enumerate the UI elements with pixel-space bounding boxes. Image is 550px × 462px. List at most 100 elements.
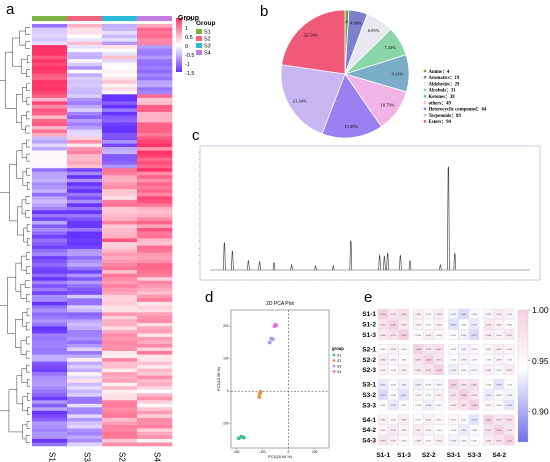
heatmap-cell bbox=[32, 80, 68, 85]
correlation-value: 0.945 bbox=[471, 360, 477, 362]
heatmap-cell bbox=[102, 344, 138, 348]
correlation-value: 1.000 bbox=[507, 440, 513, 442]
heatmap-cell bbox=[137, 73, 173, 78]
heatmap-cell bbox=[137, 431, 173, 436]
heatmap-cell bbox=[137, 235, 173, 239]
correlation-value: 0.940 bbox=[471, 440, 477, 442]
heatmap-cell bbox=[32, 147, 68, 151]
heatmap-cell bbox=[137, 140, 173, 144]
heatmap-cell bbox=[32, 319, 68, 324]
correlation-value: 0.981 bbox=[471, 384, 477, 386]
correlation-value: 0.946 bbox=[380, 349, 386, 351]
correlation-cell bbox=[433, 364, 444, 375]
correlation-cell bbox=[504, 354, 515, 365]
heatmap-cell bbox=[137, 189, 173, 194]
heatmap-cell bbox=[67, 417, 103, 422]
heatmap-cell bbox=[67, 375, 103, 380]
heatmap-cell bbox=[32, 115, 68, 120]
heatmap-cell bbox=[137, 319, 173, 324]
heatmap-cell bbox=[137, 389, 173, 394]
heatmap-cell bbox=[137, 308, 173, 313]
heatmap-cell bbox=[137, 273, 173, 278]
correlation-value: 0.958 bbox=[380, 370, 386, 372]
heatmap-cell bbox=[102, 263, 138, 267]
correlation-value: 1.000 bbox=[415, 349, 421, 351]
scale-bar bbox=[176, 18, 182, 72]
correlation-col-label: S2-2 bbox=[422, 452, 436, 459]
heatmap-cell bbox=[32, 421, 68, 426]
dendrogram-branch bbox=[26, 224, 30, 232]
correlation-row-label: S3-2 bbox=[362, 392, 376, 399]
dendrogram-branch bbox=[19, 30, 26, 46]
correlation-row-label: S2-2 bbox=[362, 357, 376, 364]
correlation-col-label: S1-3 bbox=[397, 452, 411, 459]
correlation-value: 0.950 bbox=[426, 314, 432, 316]
correlation-cell bbox=[469, 308, 480, 319]
correlation-value: 0.950 bbox=[401, 349, 407, 351]
correlation-value: 0.947 bbox=[507, 360, 513, 362]
correlation-cell bbox=[413, 414, 424, 425]
correlation-row-label: S1-3 bbox=[362, 332, 376, 339]
heatmap-cell bbox=[137, 294, 173, 299]
correlation-value: 0.959 bbox=[496, 360, 502, 362]
heatmap-cell bbox=[67, 161, 103, 165]
heatmap-cell bbox=[67, 312, 103, 317]
correlation-value: 0.932 bbox=[461, 430, 467, 432]
correlation-value: 0.977 bbox=[426, 370, 432, 372]
panel-c-chromatogram bbox=[198, 145, 541, 282]
heatmap-cell bbox=[32, 287, 68, 292]
heatmap-cell bbox=[137, 48, 173, 53]
correlation-value: 0.939 bbox=[391, 395, 397, 397]
heatmap-cell bbox=[67, 224, 103, 229]
scale-label: 1 bbox=[185, 26, 188, 32]
heatmap-cell bbox=[102, 164, 138, 169]
dendrogram-branch bbox=[7, 276, 16, 334]
correlation-cell bbox=[493, 389, 504, 400]
heatmap-cell bbox=[32, 52, 68, 56]
correlation-row-label: S2-3 bbox=[362, 367, 376, 374]
pie-legend-marker bbox=[423, 107, 427, 111]
heatmap-cell bbox=[32, 396, 68, 401]
correlation-cell bbox=[433, 400, 444, 411]
correlation-cell bbox=[423, 435, 434, 446]
heatmap-cell bbox=[32, 189, 68, 194]
correlation-col-label: S3-3 bbox=[468, 452, 482, 459]
heatmap-cell bbox=[102, 291, 138, 296]
correlation-value: 0.944 bbox=[507, 384, 513, 386]
correlation-value: 0.966 bbox=[436, 314, 442, 316]
heatmap-cell bbox=[32, 118, 68, 123]
correlation-value: 0.928 bbox=[471, 420, 477, 422]
heatmap-cell bbox=[137, 407, 173, 412]
correlation-col-label: S1-1 bbox=[376, 452, 390, 459]
heatmap-cell bbox=[67, 133, 103, 137]
panel-letter-a: a bbox=[6, 1, 15, 18]
heatmap-cell bbox=[32, 143, 68, 148]
correlation-value: 0.943 bbox=[436, 430, 442, 432]
heatmap-cell bbox=[137, 147, 173, 151]
correlation-value: 0.933 bbox=[415, 384, 421, 386]
heatmap-cell bbox=[102, 217, 138, 222]
heatmap-cell bbox=[67, 122, 103, 127]
correlation-value: 0.973 bbox=[507, 430, 513, 432]
pca-legend-marker bbox=[332, 353, 336, 357]
heatmap-cell bbox=[102, 76, 138, 81]
scale-label: -1.5 bbox=[185, 71, 194, 77]
heatmap-cell bbox=[137, 31, 173, 35]
dendrogram-branch bbox=[17, 206, 24, 236]
heatmap-cell bbox=[32, 403, 68, 408]
heatmap-cell bbox=[102, 66, 138, 71]
heatmap-cell bbox=[102, 326, 138, 331]
heatmap-cell bbox=[67, 69, 103, 74]
pie-legend-marker bbox=[423, 101, 427, 104]
dendrogram-branch bbox=[26, 294, 30, 303]
correlation-value: 0.962 bbox=[391, 349, 397, 351]
correlation-cell bbox=[433, 379, 444, 390]
heatmap-cell bbox=[67, 242, 103, 246]
correlation-value: 0.932 bbox=[486, 395, 492, 397]
column-tick-label: S3 bbox=[83, 452, 92, 462]
dendrogram-branch bbox=[25, 125, 30, 134]
dendrogram-branch bbox=[26, 336, 30, 345]
correlation-value: 0.943 bbox=[380, 405, 386, 407]
heatmap-cell bbox=[67, 171, 103, 176]
heatmap-cell bbox=[67, 424, 103, 429]
